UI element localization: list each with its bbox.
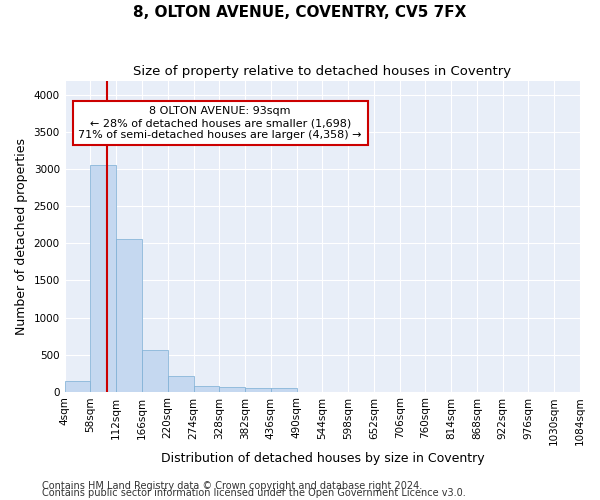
Text: 8 OLTON AVENUE: 93sqm
← 28% of detached houses are smaller (1,698)
71% of semi-d: 8 OLTON AVENUE: 93sqm ← 28% of detached … <box>79 106 362 140</box>
Bar <box>219 388 245 392</box>
Bar <box>65 381 91 392</box>
Bar <box>116 239 142 392</box>
Text: Contains HM Land Registry data © Crown copyright and database right 2024.: Contains HM Land Registry data © Crown c… <box>42 481 422 491</box>
Bar <box>245 388 271 392</box>
Bar <box>193 386 219 392</box>
Bar <box>91 165 116 392</box>
Bar <box>271 388 296 392</box>
X-axis label: Distribution of detached houses by size in Coventry: Distribution of detached houses by size … <box>161 452 484 465</box>
Bar <box>168 376 193 392</box>
Bar <box>142 350 168 392</box>
Title: Size of property relative to detached houses in Coventry: Size of property relative to detached ho… <box>133 65 511 78</box>
Text: Contains public sector information licensed under the Open Government Licence v3: Contains public sector information licen… <box>42 488 466 498</box>
Text: 8, OLTON AVENUE, COVENTRY, CV5 7FX: 8, OLTON AVENUE, COVENTRY, CV5 7FX <box>133 5 467 20</box>
Y-axis label: Number of detached properties: Number of detached properties <box>15 138 28 334</box>
